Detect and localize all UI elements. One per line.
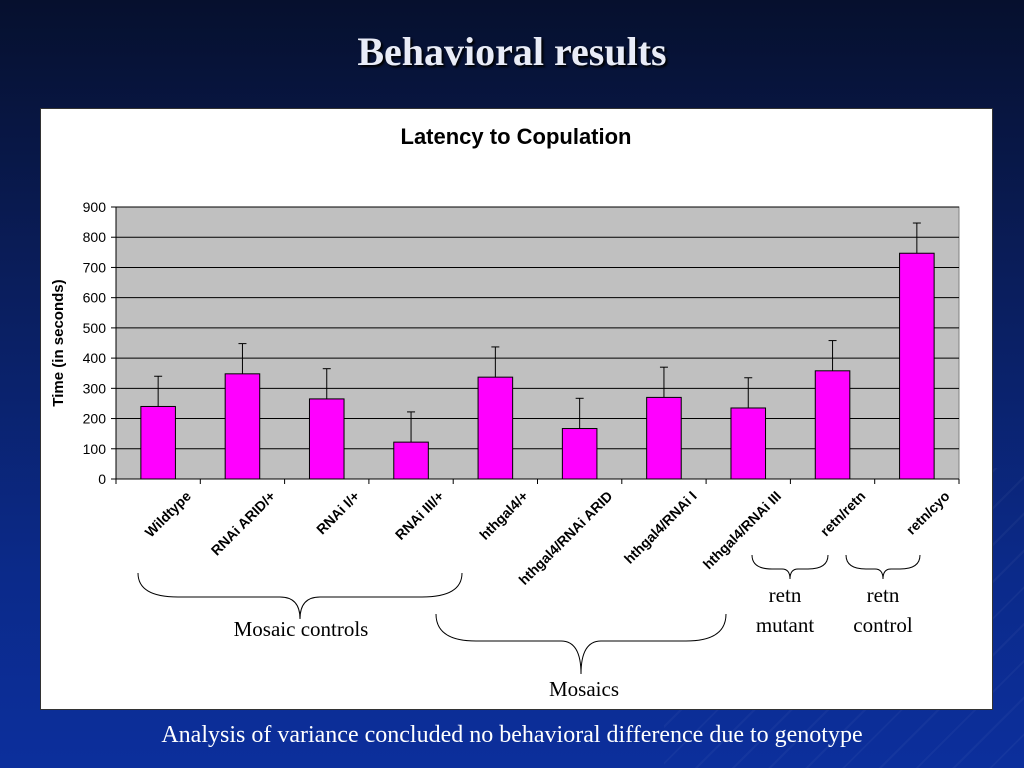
bar (477, 376, 514, 480)
mosaics-brace (435, 613, 727, 675)
x-tick-label: hthgal4/+ (476, 488, 531, 543)
x-tick-label: retn/retn (817, 488, 868, 539)
bar (140, 405, 176, 480)
retn-control-brace (845, 554, 921, 580)
bar (393, 441, 429, 480)
y-tick-label: 200 (83, 411, 107, 427)
bar (899, 252, 935, 480)
y-axis-label: Time (in seconds) (50, 279, 67, 406)
bars (140, 222, 935, 480)
chart-title: Latency to Copulation (401, 124, 632, 149)
retn-mutant-label-line1: retn (769, 583, 802, 607)
bar (561, 428, 598, 480)
retn-mutant-brace (751, 554, 829, 580)
retn-control-label-line1: retn (867, 583, 900, 607)
mosaic-controls-brace (137, 572, 463, 620)
retn-control-label-line2: control (853, 613, 913, 637)
bar (730, 407, 767, 480)
y-tick-label: 400 (83, 350, 107, 366)
y-tick-label: 800 (83, 229, 107, 245)
bar (224, 373, 261, 480)
x-tick-label: Wildtype (142, 488, 195, 541)
y-tick-label: 500 (83, 320, 107, 336)
mosaics-label: Mosaics (549, 677, 619, 701)
bar (646, 396, 682, 480)
retn-mutant-label-line2: mutant (756, 613, 814, 637)
x-axis-labels: Wildtype RNAi ARID/+ RNAi I/+ RNAi III/+ hth… (115, 479, 960, 588)
y-tick-label: 600 (83, 290, 107, 306)
slide-title: Behavioral results (357, 29, 667, 74)
y-tick-label: 700 (83, 259, 107, 275)
x-tick-label: RNAi I/+ (313, 488, 363, 538)
y-tick-label: 900 (83, 199, 107, 215)
latency-chart: Latency to Copulation 0 100 200 300 400 500 60… (50, 124, 960, 701)
mosaic-controls-label: Mosaic controls (234, 617, 369, 641)
x-tick-label: hthgal4/RNAi ARID (515, 488, 615, 588)
y-tick-label: 300 (83, 380, 107, 396)
x-tick-label: retn/cyo (903, 488, 953, 538)
chart-panel: Latency to Copulation 0 100 200 300 400 500 60… (40, 108, 993, 710)
bar (814, 370, 851, 480)
slide-caption: Analysis of variance concluded no behavi… (161, 722, 863, 748)
x-tick-label: RNAi ARID/+ (208, 488, 279, 559)
x-tick-label: hthgal4/RNAi I (621, 488, 700, 567)
x-tick-label: RNAi III/+ (392, 488, 447, 543)
x-tick-label: hthgal4/RNAi III (700, 488, 784, 572)
y-tick-label: 0 (98, 471, 106, 487)
bar (308, 398, 345, 480)
y-tick-label: 100 (83, 441, 107, 457)
